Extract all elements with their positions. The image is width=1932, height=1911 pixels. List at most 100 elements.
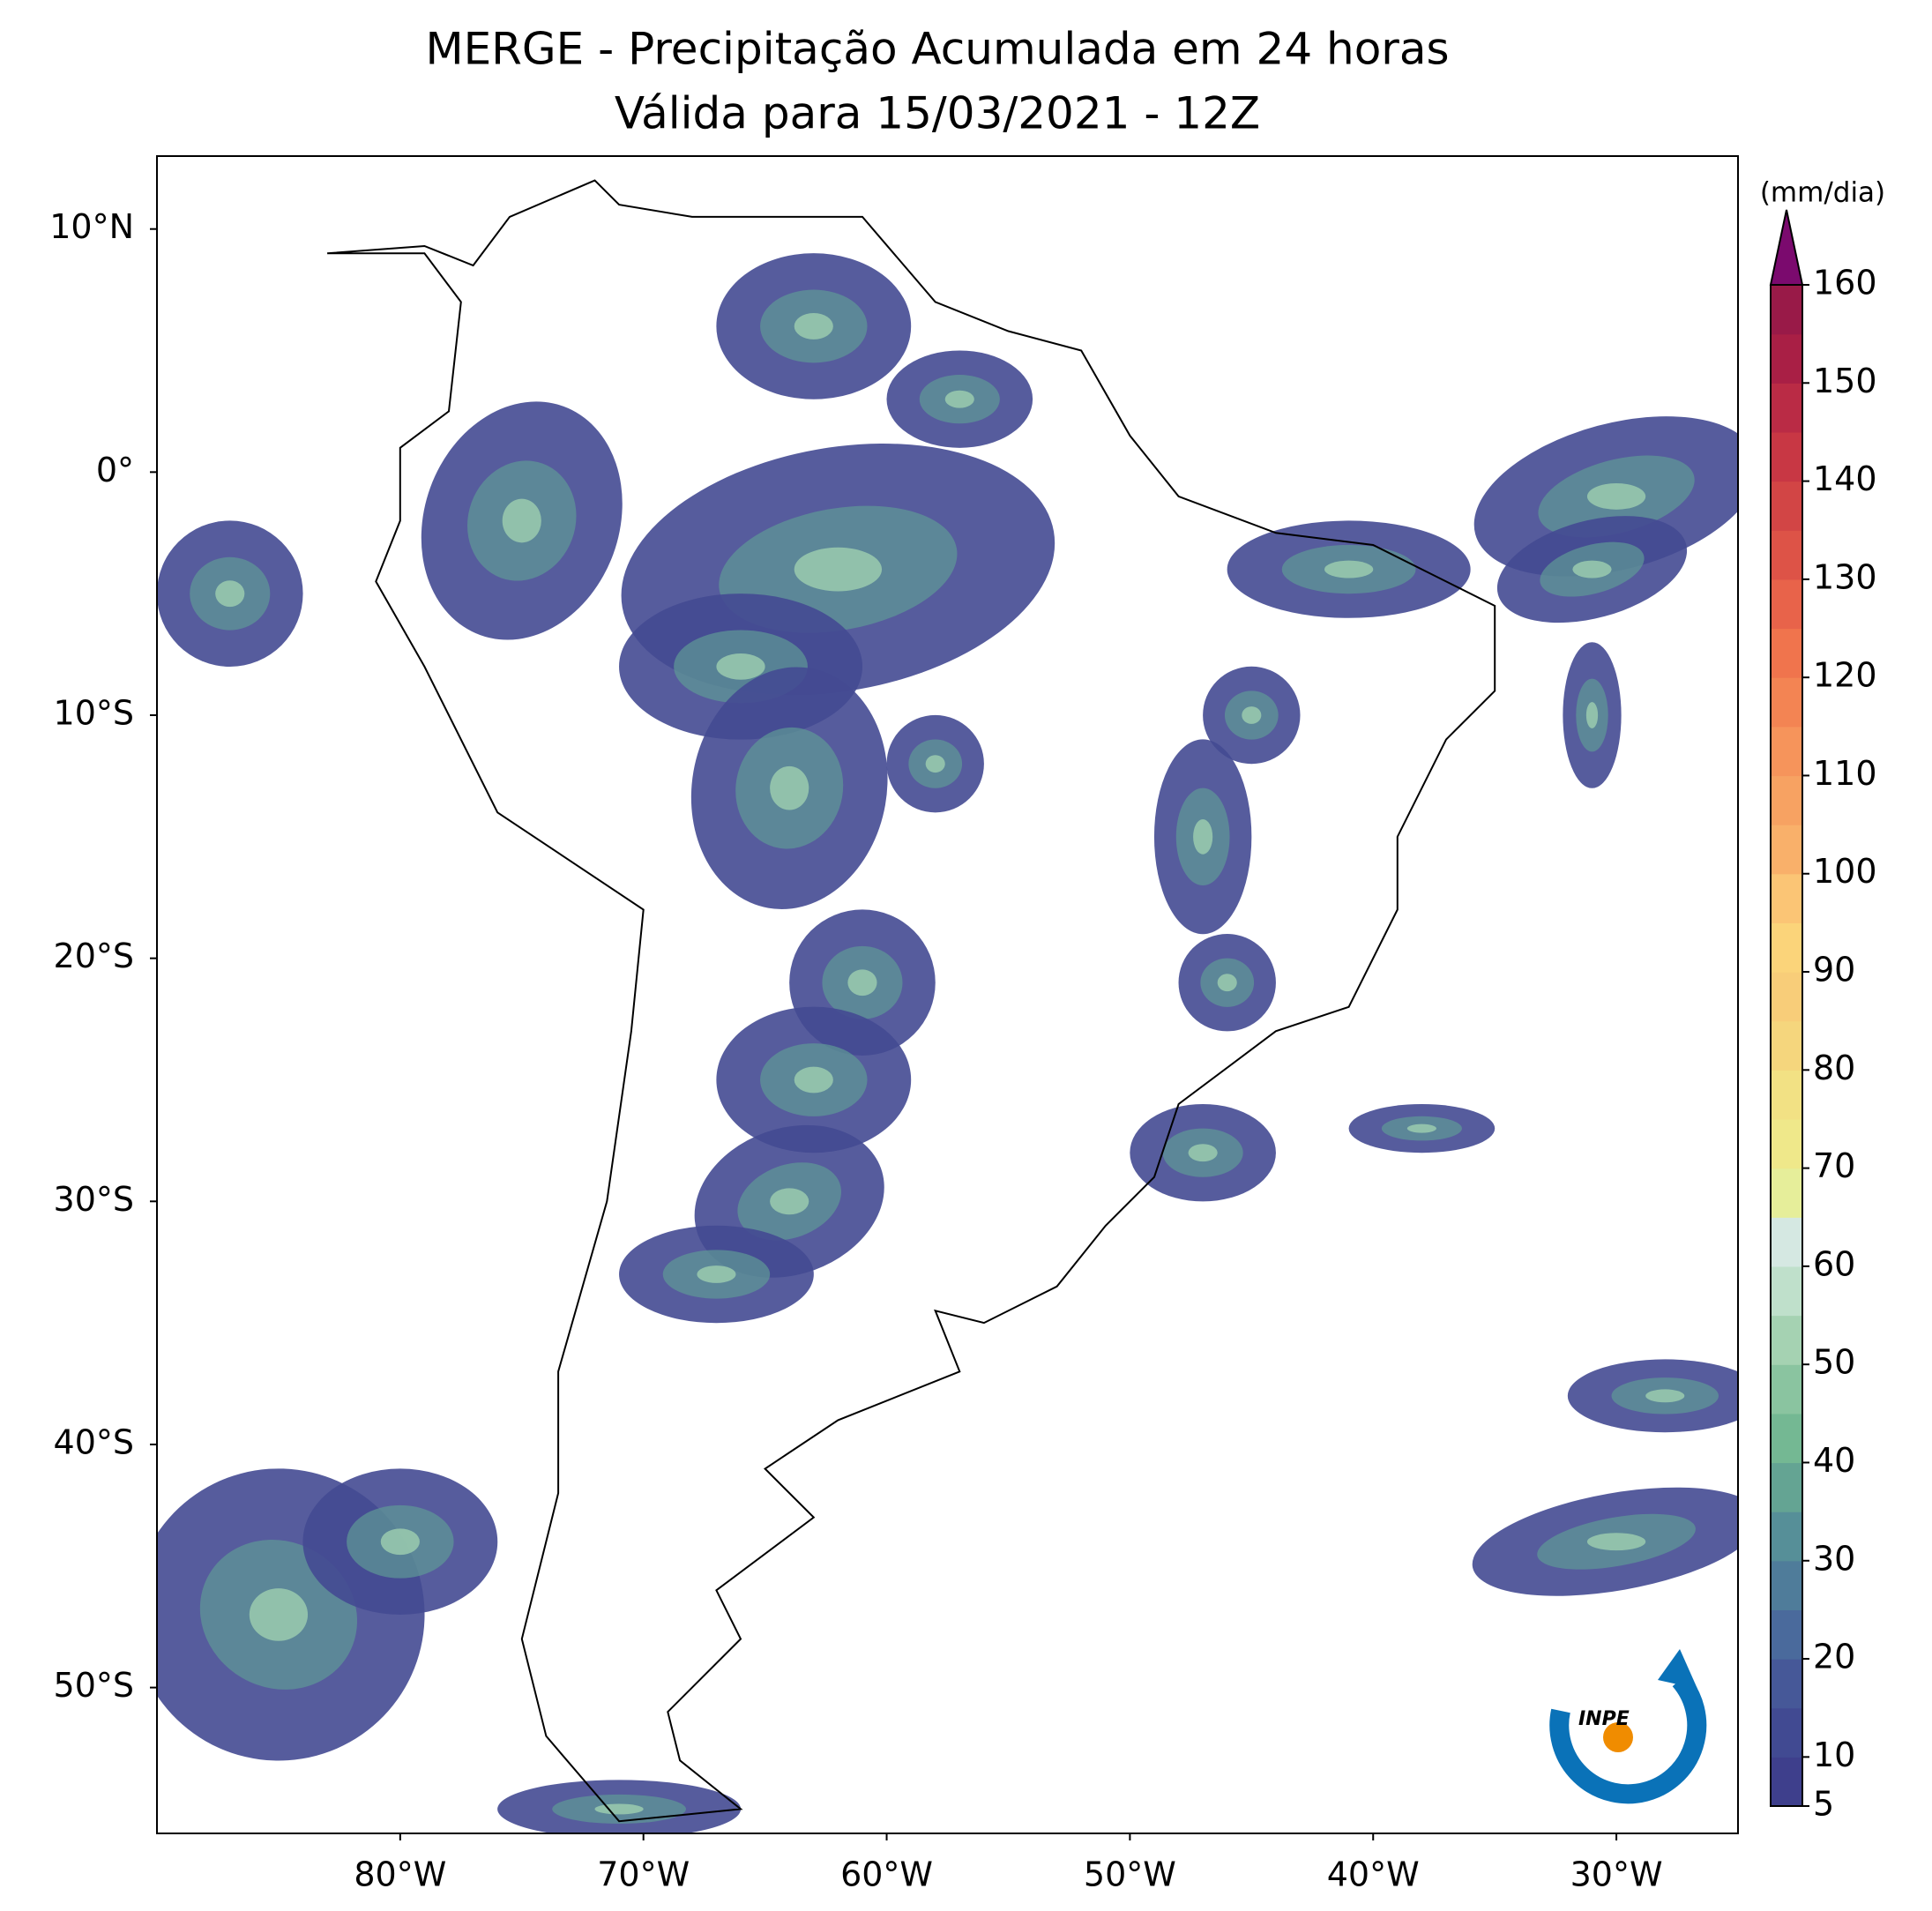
colorbar-segment xyxy=(1771,628,1802,678)
colorbar-tick-label: 30 xyxy=(1813,1539,1855,1578)
x-tick-label: 40°W xyxy=(1327,1855,1420,1894)
logo: INPE xyxy=(1549,1649,1707,1804)
logo-text: INPE xyxy=(1578,1708,1630,1730)
colorbar-segment xyxy=(1771,1757,1802,1807)
colorbar-frame xyxy=(1770,284,1803,1807)
colorbar-tick-label: 120 xyxy=(1813,656,1877,695)
colorbar-tick-label: 5 xyxy=(1813,1785,1834,1824)
colorbar-segment xyxy=(1771,383,1802,433)
x-tick-label: 80°W xyxy=(354,1855,446,1894)
colorbar-tick-label: 160 xyxy=(1813,264,1877,302)
colorbar-tick-label: 90 xyxy=(1813,951,1855,989)
colorbar-segment xyxy=(1771,1462,1802,1512)
rain-peak xyxy=(1193,818,1213,855)
y-tick-label: 30°S xyxy=(54,1180,134,1219)
title: MERGE - Precipitação Acumulada em 24 hor… xyxy=(425,24,1449,75)
rain-peak xyxy=(944,390,974,408)
rain-peak xyxy=(1586,1533,1646,1551)
rain-peak xyxy=(794,547,883,592)
colorbar-segment xyxy=(1771,530,1802,580)
colorbar-segment xyxy=(1771,1118,1802,1169)
y-tick-label: 20°S xyxy=(54,937,134,975)
colorbar-tick-label: 70 xyxy=(1813,1146,1855,1185)
map-area xyxy=(157,179,1738,1833)
colorbar-segment xyxy=(1771,285,1802,335)
colorbar-segment xyxy=(1771,1512,1802,1562)
rain-peak xyxy=(697,1265,736,1283)
rain-peak xyxy=(380,1528,420,1556)
rain-peak xyxy=(925,755,945,773)
colorbar-segment xyxy=(1771,972,1802,1022)
colorbar-tick-label: 40 xyxy=(1813,1441,1855,1480)
colorbar-segment xyxy=(1771,1707,1802,1758)
map-frame xyxy=(156,155,1739,1834)
colorbar-segment xyxy=(1771,1217,1802,1267)
x-tick-label: 70°W xyxy=(597,1855,690,1894)
colorbar-segment xyxy=(1771,1560,1802,1611)
colorbar-segment xyxy=(1771,1315,1802,1365)
colorbar-segment xyxy=(1771,431,1802,482)
rain-peak xyxy=(1645,1389,1685,1403)
rain-peak xyxy=(502,498,541,543)
colorbar-segment xyxy=(1771,579,1802,630)
rain-peak xyxy=(1242,706,1262,724)
colorbar-segment xyxy=(1771,726,1802,777)
rain-peak xyxy=(847,969,877,997)
colorbar-tick-label: 140 xyxy=(1813,459,1877,498)
colorbar-tick-label: 130 xyxy=(1813,557,1877,596)
y-tick-label: 0° xyxy=(96,451,134,489)
y-tick-label: 50°S xyxy=(54,1666,134,1705)
x-tick-label: 50°W xyxy=(1084,1855,1176,1894)
colorbar-tick-label: 110 xyxy=(1813,754,1877,793)
colorbar-tick-label: 80 xyxy=(1813,1049,1855,1087)
rain-peak xyxy=(770,1188,809,1215)
rain-peak xyxy=(770,765,809,810)
rain-peak xyxy=(249,1588,309,1641)
x-tick-label: 30°W xyxy=(1570,1855,1663,1894)
rain-peak xyxy=(1324,560,1374,579)
colorbar-tick-label: 20 xyxy=(1813,1638,1855,1676)
rain-peak xyxy=(1585,702,1599,728)
colorbar-segment xyxy=(1771,1659,1802,1709)
colorbar-segment xyxy=(1771,1609,1802,1660)
colorbar-segment xyxy=(1771,1168,1802,1218)
colorbar-tick-label: 50 xyxy=(1813,1343,1855,1382)
y-tick-label: 10°S xyxy=(54,694,134,733)
logo-dot xyxy=(1603,1722,1633,1752)
rain-peak xyxy=(1586,483,1646,510)
colorbar-segment xyxy=(1771,922,1802,973)
colorbar-segment xyxy=(1771,1364,1802,1415)
colorbar-tick-label: 10 xyxy=(1813,1736,1855,1774)
colorbar-label: (mm/dia) xyxy=(1760,177,1885,209)
rain-peak xyxy=(1188,1144,1218,1162)
rain-peak xyxy=(1406,1123,1436,1133)
x-tick-label: 60°W xyxy=(840,1855,933,1894)
rain-peak xyxy=(794,313,833,340)
colorbar-tick-label: 150 xyxy=(1813,362,1877,400)
colorbar-segment xyxy=(1771,775,1802,825)
rain-peak xyxy=(716,653,765,680)
colorbar-tick-label: 60 xyxy=(1813,1244,1855,1283)
coastline xyxy=(327,179,1496,1823)
y-tick-label: 40°S xyxy=(54,1422,134,1461)
colorbar-extend xyxy=(1769,209,1804,286)
colorbar-segment xyxy=(1771,1265,1802,1317)
rain-peak xyxy=(1572,560,1612,579)
y-tick-label: 10°N xyxy=(49,207,134,246)
rain-peak xyxy=(794,1066,833,1094)
logo-arc xyxy=(1549,1673,1707,1804)
subtitle: Válida para 15/03/2021 - 12Z xyxy=(615,88,1260,139)
rain-peak xyxy=(215,580,245,608)
colorbar-segment xyxy=(1771,873,1802,923)
logo-arrow xyxy=(1658,1649,1697,1689)
colorbar-segment xyxy=(1771,1070,1802,1120)
colorbar-segment xyxy=(1771,1020,1802,1071)
colorbar-segment xyxy=(1771,677,1802,728)
rain-peak xyxy=(1217,974,1237,992)
colorbar-tick-label: 100 xyxy=(1813,852,1877,891)
rain-peak xyxy=(594,1803,644,1815)
colorbar-segment xyxy=(1771,481,1802,531)
colorbar-segment xyxy=(1771,825,1802,875)
colorbar-segment xyxy=(1771,1413,1802,1464)
